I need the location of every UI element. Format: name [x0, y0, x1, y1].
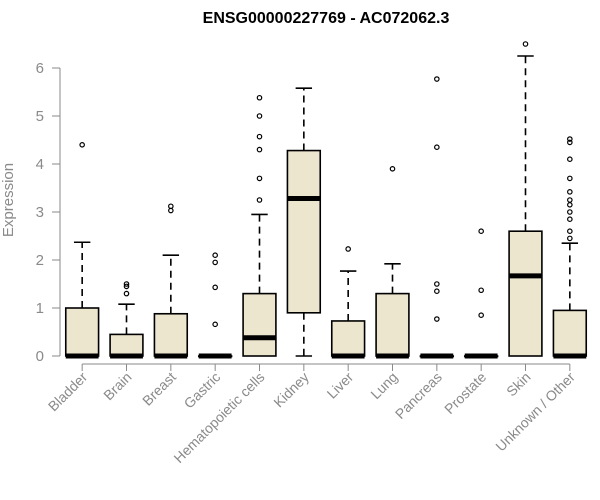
axes: 0 1 2 3 4 5 6	[36, 60, 571, 371]
outlier-point	[168, 203, 174, 210]
y-tick-label: 5	[36, 108, 44, 125]
box-kidney	[286, 87, 322, 357]
outlier-point	[567, 209, 573, 215]
outlier-point	[434, 281, 440, 287]
outlier-point	[434, 288, 440, 295]
x-tick-label: Bladder	[45, 369, 91, 415]
box-iqr	[109, 333, 144, 357]
y-tick-label: 1	[36, 300, 44, 317]
outlier-point	[123, 281, 130, 287]
box-bladder	[64, 142, 100, 359]
outlier-point	[434, 144, 440, 151]
outlier-point	[256, 133, 263, 140]
box-iqr	[153, 312, 189, 357]
y-tick-label: 4	[36, 156, 44, 173]
box-prostate	[463, 228, 499, 359]
box-liver	[330, 246, 366, 359]
box-iqr	[242, 292, 277, 357]
x-tick-label: Prostate	[441, 369, 489, 417]
outlier-point	[478, 287, 484, 294]
box-iqr	[330, 320, 366, 357]
boxes-group	[64, 41, 588, 359]
outlier-point	[389, 166, 396, 172]
y-tick-label: 2	[36, 252, 44, 269]
x-tick-label: Brain	[100, 369, 134, 403]
box-iqr	[552, 309, 588, 357]
x-tick-label: Liver	[324, 369, 357, 402]
box-breast	[153, 203, 189, 359]
outlier-point	[212, 252, 218, 259]
x-tick-label: Unknown / Other	[492, 369, 578, 455]
outlier-point	[212, 284, 218, 291]
outlier-point	[522, 41, 529, 47]
box-lung	[375, 166, 410, 359]
outlier-point	[478, 312, 484, 319]
outlier-point	[256, 175, 263, 182]
x-tick-label: Kidney	[270, 369, 312, 411]
box-iqr	[64, 307, 100, 357]
outlier-point	[567, 156, 573, 163]
box-iqr	[286, 149, 322, 314]
x-tick-label: Lung	[367, 369, 400, 402]
outlier-point	[567, 139, 573, 146]
outlier-point	[212, 259, 218, 266]
outlier-point	[567, 228, 573, 235]
outlier-point	[434, 76, 440, 82]
outlier-point	[79, 142, 85, 148]
outlier-point	[434, 316, 440, 322]
outlier-point	[567, 216, 573, 223]
outlier-point	[345, 246, 351, 252]
outlier-point	[567, 136, 573, 142]
outlier-point	[567, 175, 573, 182]
box-iqr	[375, 292, 410, 357]
outlier-point	[478, 228, 484, 235]
outlier-point	[256, 197, 263, 203]
outlier-point	[567, 197, 573, 203]
outlier-point	[123, 290, 130, 297]
y-tick-label: 6	[36, 60, 44, 77]
outlier-point	[212, 321, 218, 328]
chart-title: ENSG00000227769 - AC072062.3	[203, 10, 450, 27]
box-gastric	[197, 252, 233, 359]
x-tick-label: Pancreas	[392, 369, 445, 422]
box-brain	[109, 281, 144, 359]
outlier-point	[256, 146, 263, 153]
outlier-point	[567, 202, 573, 208]
box-unknown-other	[552, 136, 588, 359]
box-hematopoietic-cells	[242, 94, 277, 357]
box-iqr	[508, 230, 543, 357]
outlier-point	[567, 235, 573, 242]
x-tick-label: Skin	[503, 369, 534, 400]
x-tick-label: Gastric	[181, 369, 224, 412]
box-pancreas	[419, 76, 455, 359]
outlier-point	[123, 283, 130, 290]
outlier-point	[256, 113, 263, 119]
outlier-point	[567, 189, 573, 195]
x-tick-label: Breast	[139, 369, 179, 409]
y-tick-label: 0	[36, 348, 44, 365]
y-axis-label: Expression	[0, 163, 17, 237]
box-skin	[508, 41, 543, 357]
y-tick-label: 3	[36, 204, 44, 221]
outlier-point	[256, 94, 263, 101]
